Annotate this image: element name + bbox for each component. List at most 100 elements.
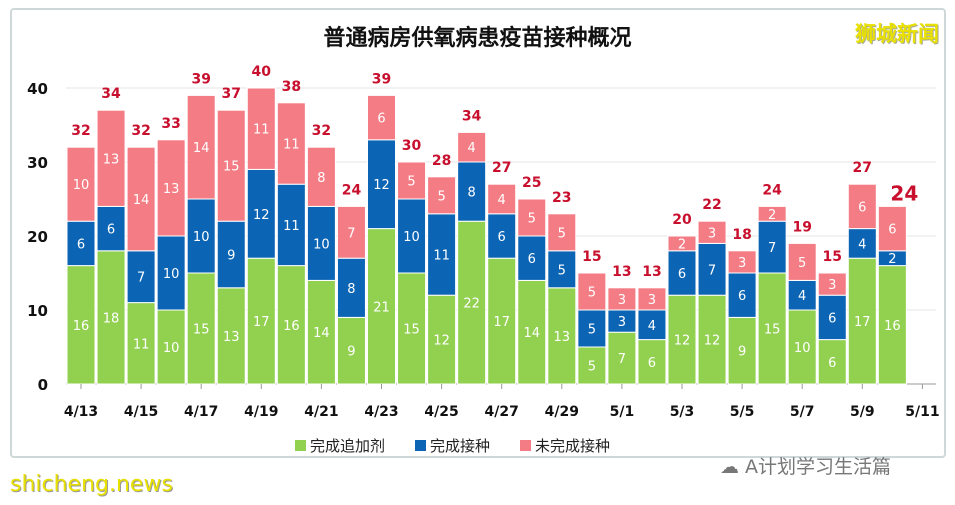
data-label: 5 — [798, 256, 806, 271]
data-label: 12 — [433, 334, 450, 349]
bar-segment — [547, 250, 577, 289]
bar-segment — [487, 183, 517, 215]
bar-segment — [697, 242, 727, 296]
data-label: 6 — [678, 267, 686, 282]
bar-segment — [96, 205, 126, 252]
data-label: 5 — [588, 360, 596, 375]
legend-item: 未完成接种 — [520, 435, 610, 456]
data-label: 13 — [223, 330, 240, 345]
y-tick-label: 20 — [27, 228, 48, 246]
data-label: 6 — [77, 237, 85, 252]
bar-segment — [757, 205, 787, 222]
data-label: 10 — [193, 230, 210, 245]
data-label: 8 — [468, 186, 476, 201]
bar-segment — [367, 94, 396, 141]
bar-segment — [66, 146, 96, 222]
bar-segment — [457, 220, 487, 385]
bar-segment — [667, 235, 697, 252]
data-label: 8 — [317, 171, 325, 186]
total-label: 13 — [612, 264, 631, 280]
data-label: 6 — [107, 223, 115, 238]
wechat-icon: ☁ — [720, 456, 739, 478]
bar-segment — [877, 265, 907, 385]
bar-segment — [787, 242, 817, 281]
total-label: 39 — [191, 71, 210, 87]
data-label: 13 — [103, 152, 120, 167]
site-watermark: shicheng.news — [10, 472, 173, 497]
data-label: 3 — [738, 256, 746, 271]
legend-label: 完成追加剂 — [310, 437, 386, 455]
data-label: 10 — [313, 237, 330, 252]
total-label: 23 — [552, 190, 571, 206]
x-tick-label: 4/17 — [184, 404, 218, 420]
data-label: 2 — [768, 208, 776, 223]
x-tick-label: 5/1 — [610, 404, 635, 420]
bar-segment — [126, 146, 156, 252]
data-label: 5 — [528, 212, 536, 227]
total-label: 24 — [762, 182, 782, 198]
total-label: 33 — [161, 116, 180, 132]
data-label: 13 — [163, 182, 180, 197]
bar-segment — [126, 302, 156, 385]
bar-segment — [847, 257, 877, 385]
data-label: 4 — [798, 289, 806, 304]
bar-segment — [637, 287, 667, 311]
bar-segment — [336, 205, 366, 259]
x-tick-label: 4/27 — [485, 404, 519, 420]
bar-segment — [186, 198, 216, 274]
x-tick-label: 5/7 — [790, 404, 815, 420]
legend-item: 完成追加剂 — [295, 435, 385, 456]
data-label: 11 — [133, 337, 150, 352]
data-label: 6 — [858, 200, 866, 215]
total-label: 30 — [402, 138, 422, 154]
data-label: 3 — [708, 226, 716, 241]
total-label: 34 — [101, 86, 121, 102]
bar-segment — [246, 87, 276, 170]
total-label: 15 — [582, 249, 601, 265]
y-tick-label: 10 — [27, 302, 48, 320]
bar-segment — [577, 346, 607, 385]
bar-segment — [216, 287, 246, 385]
data-label: 12 — [704, 334, 721, 349]
x-tick-label: 5/9 — [850, 404, 875, 420]
data-label: 3 — [648, 293, 656, 308]
data-label: 3 — [618, 293, 626, 308]
watermark: ☁ A计划学习生活篇 — [720, 452, 891, 479]
total-label: 37 — [222, 86, 241, 102]
data-label: 15 — [403, 323, 420, 338]
data-label: 3 — [618, 315, 626, 330]
data-label: 14 — [313, 326, 330, 341]
total-label: 25 — [522, 175, 541, 191]
total-label: 13 — [642, 264, 661, 280]
data-label: 5 — [588, 286, 596, 301]
x-tick-label: 4/21 — [304, 404, 338, 420]
data-label: 14 — [523, 326, 540, 341]
bar-segment — [306, 146, 336, 207]
data-label: 11 — [253, 123, 270, 138]
bar-segment — [336, 316, 366, 385]
total-label: 15 — [823, 249, 842, 265]
data-label: 5 — [558, 263, 566, 278]
bar-segment — [787, 309, 817, 385]
data-label: 17 — [493, 315, 510, 330]
data-label: 2 — [888, 252, 896, 267]
data-label: 13 — [554, 330, 571, 345]
bar-segment — [427, 176, 457, 215]
data-label: 11 — [433, 249, 450, 264]
data-label: 3 — [828, 278, 836, 293]
bar-segment — [847, 228, 877, 259]
bar-segment — [397, 161, 427, 200]
total-label: 24 — [342, 182, 362, 198]
bar-segment — [697, 294, 727, 385]
x-tick-label: 4/29 — [545, 404, 579, 420]
data-label: 10 — [794, 341, 811, 356]
legend: 完成追加剂 完成接种 未完成接种 — [295, 435, 610, 456]
data-label: 7 — [618, 352, 626, 367]
bar-segment — [96, 109, 126, 207]
chart-frame — [10, 8, 946, 458]
data-label: 4 — [468, 141, 476, 156]
bar-segment — [457, 131, 487, 163]
data-label: 17 — [854, 315, 871, 330]
bar-segment — [817, 294, 847, 341]
